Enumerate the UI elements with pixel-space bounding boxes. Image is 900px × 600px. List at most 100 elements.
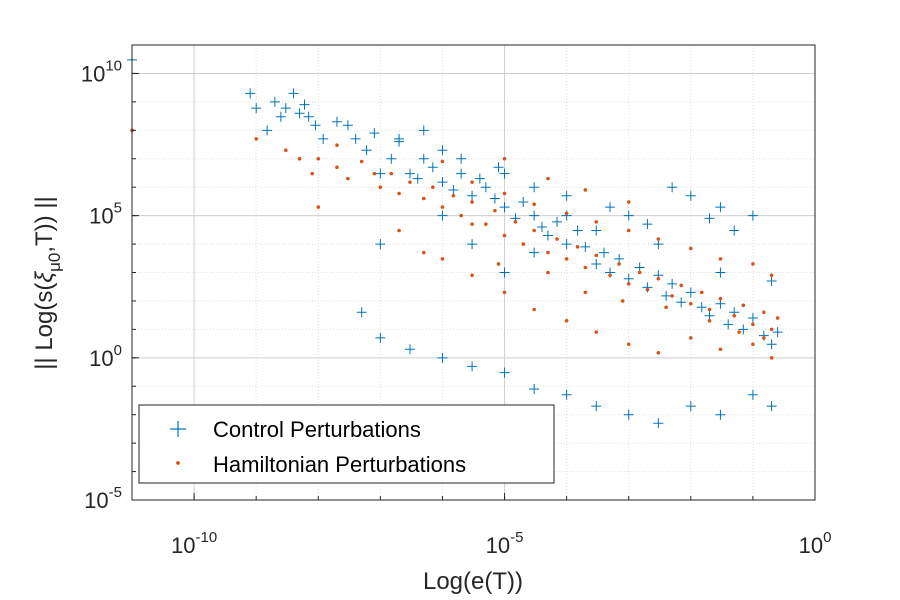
hamiltonian-point — [564, 319, 569, 323]
control-point — [418, 153, 429, 164]
y-tick-label: 1010 — [81, 57, 122, 86]
control-point — [685, 190, 696, 201]
control-point — [591, 225, 602, 236]
hamiltonian-point — [751, 342, 755, 347]
hamiltonian-point — [583, 290, 588, 295]
hamiltonian-point — [689, 301, 693, 306]
control-point — [685, 401, 696, 412]
hamiltonian-point — [689, 246, 693, 251]
control-point — [591, 258, 602, 269]
control-point — [318, 133, 329, 144]
control-point — [269, 96, 280, 107]
hamiltonian-point — [408, 180, 412, 184]
hamiltonian-series — [130, 128, 780, 360]
hamiltonian-point — [440, 205, 445, 209]
control-point — [350, 133, 361, 144]
control-point — [729, 225, 740, 236]
hamiltonian-point — [645, 287, 650, 292]
control-point — [474, 173, 485, 184]
control-point — [437, 352, 448, 363]
control-point — [394, 133, 405, 144]
control-point — [251, 103, 262, 114]
control-point — [386, 153, 397, 164]
hamiltonian-point — [769, 327, 774, 332]
hamiltonian-point — [608, 273, 612, 278]
hamiltonian-point — [546, 270, 550, 275]
hamiltonian-point — [521, 242, 526, 246]
control-point — [437, 145, 448, 156]
hamiltonian-point — [389, 171, 394, 176]
control-point — [294, 108, 305, 119]
hamiltonian-point — [493, 208, 497, 213]
control-point — [342, 120, 353, 131]
control-point — [456, 153, 467, 164]
y-tick-label: 100 — [89, 342, 122, 371]
hamiltonian-point — [284, 148, 288, 152]
control-point — [303, 111, 314, 122]
hamiltonian-point — [637, 270, 642, 275]
hamiltonian-point — [583, 265, 588, 270]
hamiltonian-point — [397, 228, 401, 233]
hamiltonian-point — [564, 257, 569, 261]
control-point — [667, 278, 678, 289]
control-point — [561, 190, 572, 201]
x-axis-label: Log(e(T)) — [423, 568, 523, 595]
y-label-suffix: ,T)) || — [31, 196, 58, 252]
hamiltonian-point — [502, 290, 507, 295]
control-point — [572, 225, 583, 236]
control-point — [591, 401, 602, 412]
control-series — [127, 54, 783, 429]
x-tick-labels: 10-10 10-5 100 — [171, 529, 831, 558]
hamiltonian-point — [718, 347, 723, 352]
hamiltonian-point — [564, 211, 569, 216]
hamiltonian-point — [316, 205, 321, 209]
control-point — [437, 210, 448, 221]
control-point — [275, 111, 286, 122]
hamiltonian-point — [626, 228, 631, 233]
hamiltonian-point — [440, 257, 445, 261]
hamiltonian-point — [718, 296, 723, 301]
control-point — [542, 230, 553, 241]
hamiltonian-point — [775, 316, 780, 320]
hamiltonian-point — [741, 303, 746, 308]
control-point — [480, 182, 491, 193]
control-point — [375, 239, 386, 250]
hamiltonian-point — [254, 137, 258, 141]
control-point — [280, 103, 291, 114]
control-point — [599, 247, 610, 258]
control-point — [499, 367, 510, 378]
hamiltonian-point — [532, 228, 536, 233]
hamiltonian-point — [502, 191, 507, 196]
y-tick-label: 10-5 — [84, 484, 122, 513]
y-tick-label: 105 — [89, 200, 122, 229]
hamiltonian-point — [718, 257, 723, 261]
control-point — [715, 202, 726, 213]
control-point — [448, 184, 459, 195]
hamiltonian-point — [470, 180, 474, 184]
hamiltonian-point — [762, 310, 766, 315]
legend: Control Perturbations Hamiltonian Pertur… — [138, 404, 555, 484]
control-point — [676, 297, 687, 308]
hamiltonian-point — [769, 356, 774, 360]
control-point — [412, 173, 423, 184]
legend-box — [138, 404, 555, 484]
control-point — [696, 302, 707, 313]
control-point — [404, 344, 415, 355]
control-point — [467, 239, 478, 250]
hamiltonian-point — [626, 342, 631, 347]
hamiltonian-point — [297, 156, 302, 161]
hamiltonian-point — [737, 330, 741, 334]
hamiltonian-point — [421, 250, 426, 255]
control-point — [467, 190, 478, 201]
hamiltonian-point — [359, 159, 364, 164]
control-point — [747, 210, 758, 221]
control-point — [361, 145, 372, 156]
control-point — [529, 247, 540, 258]
hamiltonian-point — [664, 305, 668, 310]
control-point — [704, 213, 715, 224]
control-point — [369, 128, 380, 139]
control-point — [661, 290, 672, 301]
x-tick-label: 100 — [799, 529, 832, 558]
control-point — [723, 319, 734, 330]
